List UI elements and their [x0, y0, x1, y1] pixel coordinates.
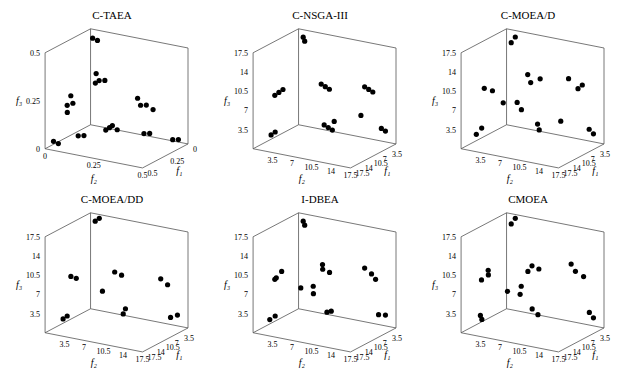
svg-text:10.5: 10.5 [234, 87, 248, 96]
svg-text:3.5: 3.5 [184, 334, 194, 343]
svg-text:f₃: f₃ [224, 95, 231, 106]
svg-text:17.5: 17.5 [442, 49, 456, 58]
svg-text:f₃: f₃ [224, 279, 231, 290]
svg-text:14: 14 [327, 167, 335, 176]
svg-text:10.5: 10.5 [305, 347, 319, 356]
svg-text:17.5: 17.5 [26, 233, 40, 242]
svg-text:7: 7 [82, 343, 86, 352]
html-text:C-MOEA/DD: C-MOEA/DD [80, 193, 144, 205]
svg-text:0.5: 0.5 [138, 171, 148, 180]
svg-text:3.5: 3.5 [30, 310, 40, 319]
svg-text:3.5: 3.5 [476, 340, 486, 349]
svg-text:10.5: 10.5 [513, 163, 527, 172]
html-text:C-TAEA: C-TAEA [92, 9, 132, 21]
svg-text:3.5: 3.5 [446, 310, 456, 319]
svg-text:10.5: 10.5 [513, 347, 527, 356]
svg-text:f₁: f₁ [592, 165, 598, 176]
svg-text:10.5: 10.5 [305, 163, 319, 172]
svg-text:f₁: f₁ [384, 165, 390, 176]
svg-text:f₃: f₃ [16, 95, 23, 106]
svg-text:7: 7 [244, 106, 248, 115]
svg-text:14: 14 [448, 252, 456, 261]
svg-text:17.5: 17.5 [564, 169, 578, 178]
svg-text:7: 7 [244, 290, 248, 299]
svg-text:f₁: f₁ [176, 349, 182, 360]
svg-text:14: 14 [119, 351, 127, 360]
svg-text:3.5: 3.5 [600, 334, 610, 343]
svg-text:3.5: 3.5 [238, 126, 248, 135]
svg-text:f₂: f₂ [91, 173, 98, 184]
svg-text:17.5: 17.5 [442, 233, 456, 242]
svg-text:7: 7 [36, 290, 40, 299]
svg-text:0.25: 0.25 [170, 156, 185, 166]
svg-text:17.5: 17.5 [551, 354, 566, 364]
svg-text:0.5: 0.5 [148, 169, 158, 178]
svg-text:10.5: 10.5 [581, 159, 596, 169]
svg-text:10.5: 10.5 [97, 347, 111, 356]
svg-text:7: 7 [452, 290, 456, 299]
svg-text:14: 14 [240, 252, 248, 261]
svg-text:3.5: 3.5 [600, 150, 610, 159]
svg-text:7: 7 [290, 159, 294, 168]
svg-text:10.5: 10.5 [442, 87, 456, 96]
svg-text:f₂: f₂ [507, 173, 514, 184]
svg-text:f₃: f₃ [432, 95, 439, 106]
svg-text:17.5: 17.5 [356, 169, 370, 178]
svg-text:7: 7 [498, 159, 502, 168]
svg-text:14: 14 [327, 351, 335, 360]
svg-text:17.5: 17.5 [148, 353, 162, 362]
svg-text:3.5: 3.5 [446, 126, 456, 135]
svg-text:17.5: 17.5 [135, 354, 150, 364]
svg-text:17.5: 17.5 [551, 170, 566, 180]
svg-text:10.5: 10.5 [234, 271, 248, 280]
svg-text:f₂: f₂ [299, 357, 306, 368]
svg-text:3.5: 3.5 [392, 150, 402, 159]
svg-text:14: 14 [535, 167, 543, 176]
svg-text:10.5: 10.5 [581, 343, 596, 353]
svg-text:3.5: 3.5 [268, 340, 278, 349]
html-text:I-DBEA: I-DBEA [301, 193, 339, 205]
svg-text:f₃: f₃ [432, 279, 439, 290]
svg-text:10.5: 10.5 [26, 271, 40, 280]
html-text:CMOEA: CMOEA [508, 193, 548, 205]
svg-text:17.5: 17.5 [356, 353, 370, 362]
svg-text:14: 14 [535, 351, 543, 360]
svg-text:3.5: 3.5 [476, 156, 486, 165]
svg-text:3.5: 3.5 [392, 334, 402, 343]
html-text:C-MOEA/D: C-MOEA/D [500, 9, 556, 21]
svg-text:14: 14 [240, 68, 248, 77]
svg-text:14: 14 [448, 68, 456, 77]
svg-text:10.5: 10.5 [373, 159, 388, 169]
svg-text:17.5: 17.5 [234, 49, 248, 58]
svg-text:14: 14 [32, 252, 40, 261]
svg-text:f₂: f₂ [299, 173, 306, 184]
svg-text:f₃: f₃ [16, 279, 23, 290]
svg-text:17.5: 17.5 [343, 170, 358, 180]
svg-text:7: 7 [452, 106, 456, 115]
svg-text:f₁: f₁ [592, 349, 598, 360]
svg-text:0: 0 [193, 145, 197, 154]
svg-text:3.5: 3.5 [238, 310, 248, 319]
svg-text:10.5: 10.5 [442, 271, 456, 280]
svg-text:10.5: 10.5 [165, 343, 180, 353]
svg-text:0: 0 [43, 152, 47, 161]
html-text:C-NSGA-III: C-NSGA-III [292, 9, 348, 21]
svg-text:f₁: f₁ [176, 165, 182, 176]
svg-text:17.5: 17.5 [564, 353, 578, 362]
svg-text:f₂: f₂ [91, 357, 98, 368]
svg-text:17.5: 17.5 [234, 233, 248, 242]
svg-text:7: 7 [290, 343, 294, 352]
svg-text:10.5: 10.5 [373, 343, 388, 353]
svg-text:0.25: 0.25 [87, 161, 101, 170]
svg-text:0: 0 [36, 145, 40, 154]
svg-text:7: 7 [498, 343, 502, 352]
svg-text:3.5: 3.5 [60, 340, 70, 349]
svg-text:f₂: f₂ [507, 357, 514, 368]
svg-text:f₁: f₁ [384, 349, 390, 360]
svg-text:3.5: 3.5 [268, 156, 278, 165]
svg-text:0.5: 0.5 [30, 49, 40, 58]
svg-text:0.25: 0.25 [26, 97, 40, 106]
svg-text:17.5: 17.5 [343, 354, 358, 364]
